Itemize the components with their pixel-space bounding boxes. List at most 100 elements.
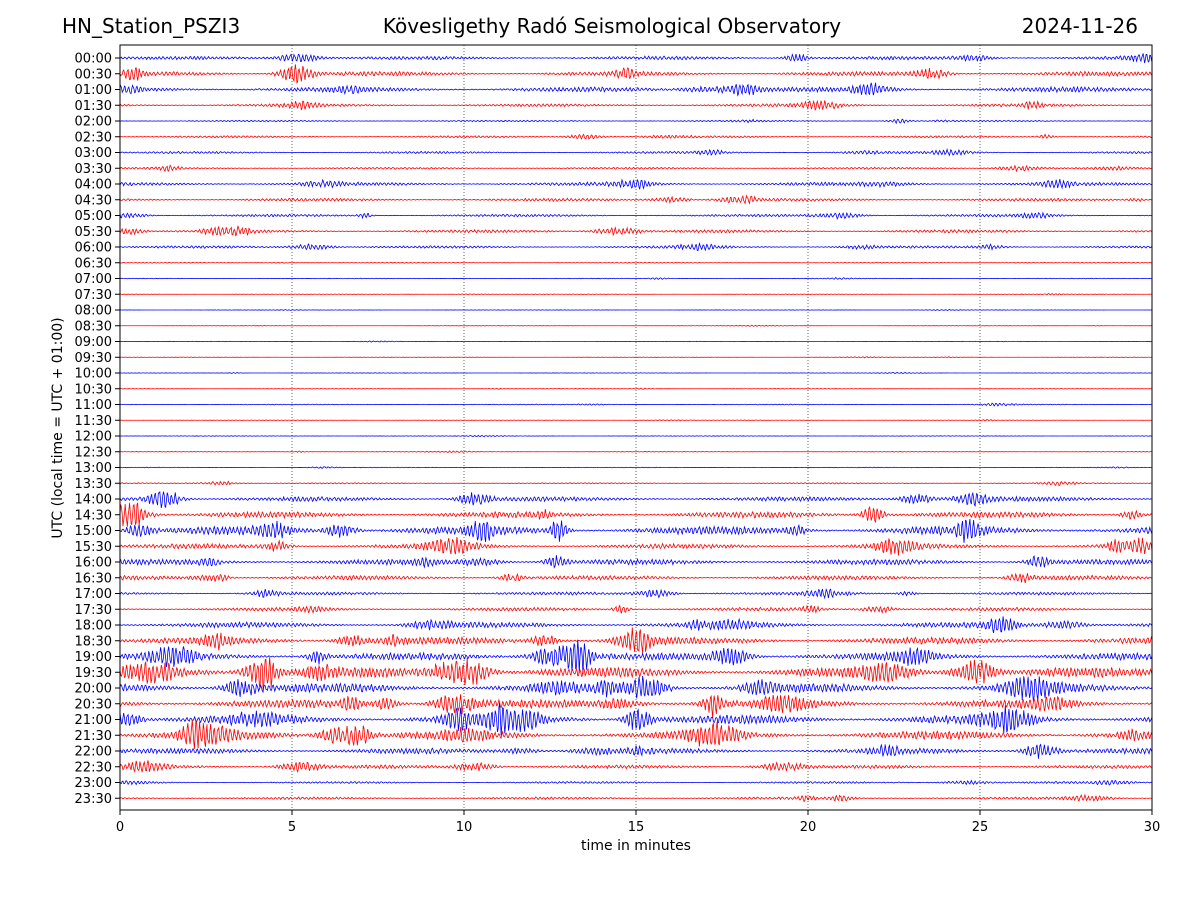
y-tick-label: 23:30 xyxy=(75,792,112,807)
trace-0930 xyxy=(119,356,1153,359)
trace-0030 xyxy=(119,64,1153,85)
trace-2030 xyxy=(119,694,1153,718)
y-tick-label: 09:30 xyxy=(75,351,112,366)
x-tick-label: 25 xyxy=(972,820,989,835)
trace-0100 xyxy=(119,82,1153,97)
x-axis-label: time in minutes xyxy=(581,838,691,854)
y-tick-label: 22:30 xyxy=(75,760,112,775)
trace-0600 xyxy=(119,241,1153,252)
y-tick-label: 18:00 xyxy=(75,619,112,634)
trace-0000 xyxy=(119,53,1153,64)
trace-2000 xyxy=(119,676,1153,702)
trace-1630 xyxy=(119,572,1153,583)
trace-1530 xyxy=(119,537,1153,556)
trace-1230 xyxy=(119,450,1153,454)
y-tick-label: 17:30 xyxy=(75,603,112,618)
trace-1700 xyxy=(119,588,1153,600)
date-label: 2024-11-26 xyxy=(1021,14,1138,38)
y-tick-label: 08:00 xyxy=(75,304,112,319)
y-tick-label: 12:00 xyxy=(75,430,112,445)
trace-1030 xyxy=(119,387,1153,390)
y-axis-label: UTC (local time = UTC + 01:00) xyxy=(50,317,66,538)
y-tick-label: 15:30 xyxy=(75,540,112,555)
y-tick-label: 18:30 xyxy=(75,634,112,649)
y-tick-label: 05:00 xyxy=(75,209,112,224)
y-tick-label: 21:00 xyxy=(75,713,112,728)
y-tick-label: 06:30 xyxy=(75,256,112,271)
trace-0900 xyxy=(119,340,1153,343)
trace-0230 xyxy=(119,133,1153,140)
x-tick-label: 20 xyxy=(800,820,817,835)
trace-2200 xyxy=(119,743,1153,759)
y-tick-label: 12:30 xyxy=(75,445,112,460)
y-tick-label: 14:00 xyxy=(75,493,112,508)
y-tick-label: 13:00 xyxy=(75,461,112,476)
y-tick-label: 00:30 xyxy=(75,67,112,82)
x-tick-label: 10 xyxy=(456,820,473,835)
y-tick-label: 17:00 xyxy=(75,587,112,602)
y-tick-label: 22:00 xyxy=(75,745,112,760)
trace-0330 xyxy=(119,164,1153,173)
trace-0800 xyxy=(119,309,1153,311)
y-tick-label: 03:00 xyxy=(75,146,112,161)
y-tick-label: 04:00 xyxy=(75,178,112,193)
trace-0830 xyxy=(120,324,1153,327)
y-tick-label: 20:30 xyxy=(75,697,112,712)
trace-1830 xyxy=(119,627,1153,653)
trace-0200 xyxy=(119,118,1153,125)
y-tick-label: 07:00 xyxy=(75,272,112,287)
y-tick-label: 11:00 xyxy=(75,398,112,413)
y-tick-label: 10:30 xyxy=(75,382,112,397)
trace-1730 xyxy=(119,604,1153,615)
y-tick-label: 14:30 xyxy=(75,508,112,523)
trace-0700 xyxy=(119,277,1153,280)
trace-1130 xyxy=(119,418,1153,422)
y-tick-label: 16:00 xyxy=(75,556,112,571)
y-tick-label: 19:30 xyxy=(75,666,112,681)
y-tick-label: 02:00 xyxy=(75,115,112,130)
trace-1500 xyxy=(119,518,1153,543)
trace-1200 xyxy=(119,434,1153,438)
trace-1930 xyxy=(119,657,1153,690)
trace-0730 xyxy=(119,293,1152,296)
station-name: HN_Station_PSZI3 xyxy=(62,14,241,38)
trace-1400 xyxy=(119,490,1153,509)
y-tick-label: 00:00 xyxy=(75,52,112,67)
trace-2230 xyxy=(119,760,1153,773)
x-axis-ticks: 0 5 10 15 20 25 30 xyxy=(116,810,1160,835)
y-tick-label: 15:00 xyxy=(75,524,112,539)
y-tick-label: 05:30 xyxy=(75,225,112,240)
x-tick-label: 0 xyxy=(116,820,124,835)
y-tick-label: 01:30 xyxy=(75,99,112,114)
y-tick-label: 03:30 xyxy=(75,162,112,177)
observatory-title: Kövesligethy Radó Seismological Observat… xyxy=(382,14,842,38)
y-tick-label: 06:00 xyxy=(75,241,112,256)
trace-1330 xyxy=(119,480,1153,487)
trace-0130 xyxy=(119,99,1153,112)
trace-1300 xyxy=(119,466,1153,469)
x-tick-label: 15 xyxy=(628,820,645,835)
trace-1900 xyxy=(119,639,1153,675)
x-tick-label: 5 xyxy=(288,820,296,835)
trace-0430 xyxy=(119,194,1152,205)
trace-0300 xyxy=(119,147,1153,157)
trace-0400 xyxy=(119,178,1153,190)
trace-2300 xyxy=(119,779,1153,786)
y-axis-ticks: 00:0000:3001:0001:3002:0002:3003:0003:30… xyxy=(75,52,120,807)
y-tick-label: 20:00 xyxy=(75,682,112,697)
y-tick-label: 04:30 xyxy=(75,193,112,208)
trace-0630 xyxy=(119,261,1153,264)
y-tick-label: 13:30 xyxy=(75,477,112,492)
trace-1000 xyxy=(119,372,1153,374)
trace-0530 xyxy=(119,225,1153,237)
trace-0500 xyxy=(119,211,1153,220)
y-tick-label: 21:30 xyxy=(75,729,112,744)
y-tick-label: 10:00 xyxy=(75,367,112,382)
y-tick-label: 11:30 xyxy=(75,414,112,429)
trace-1800 xyxy=(119,616,1153,634)
y-tick-label: 08:30 xyxy=(75,319,112,334)
x-tick-label: 30 xyxy=(1144,820,1161,835)
trace-2130 xyxy=(119,719,1153,749)
y-tick-label: 02:30 xyxy=(75,130,112,145)
